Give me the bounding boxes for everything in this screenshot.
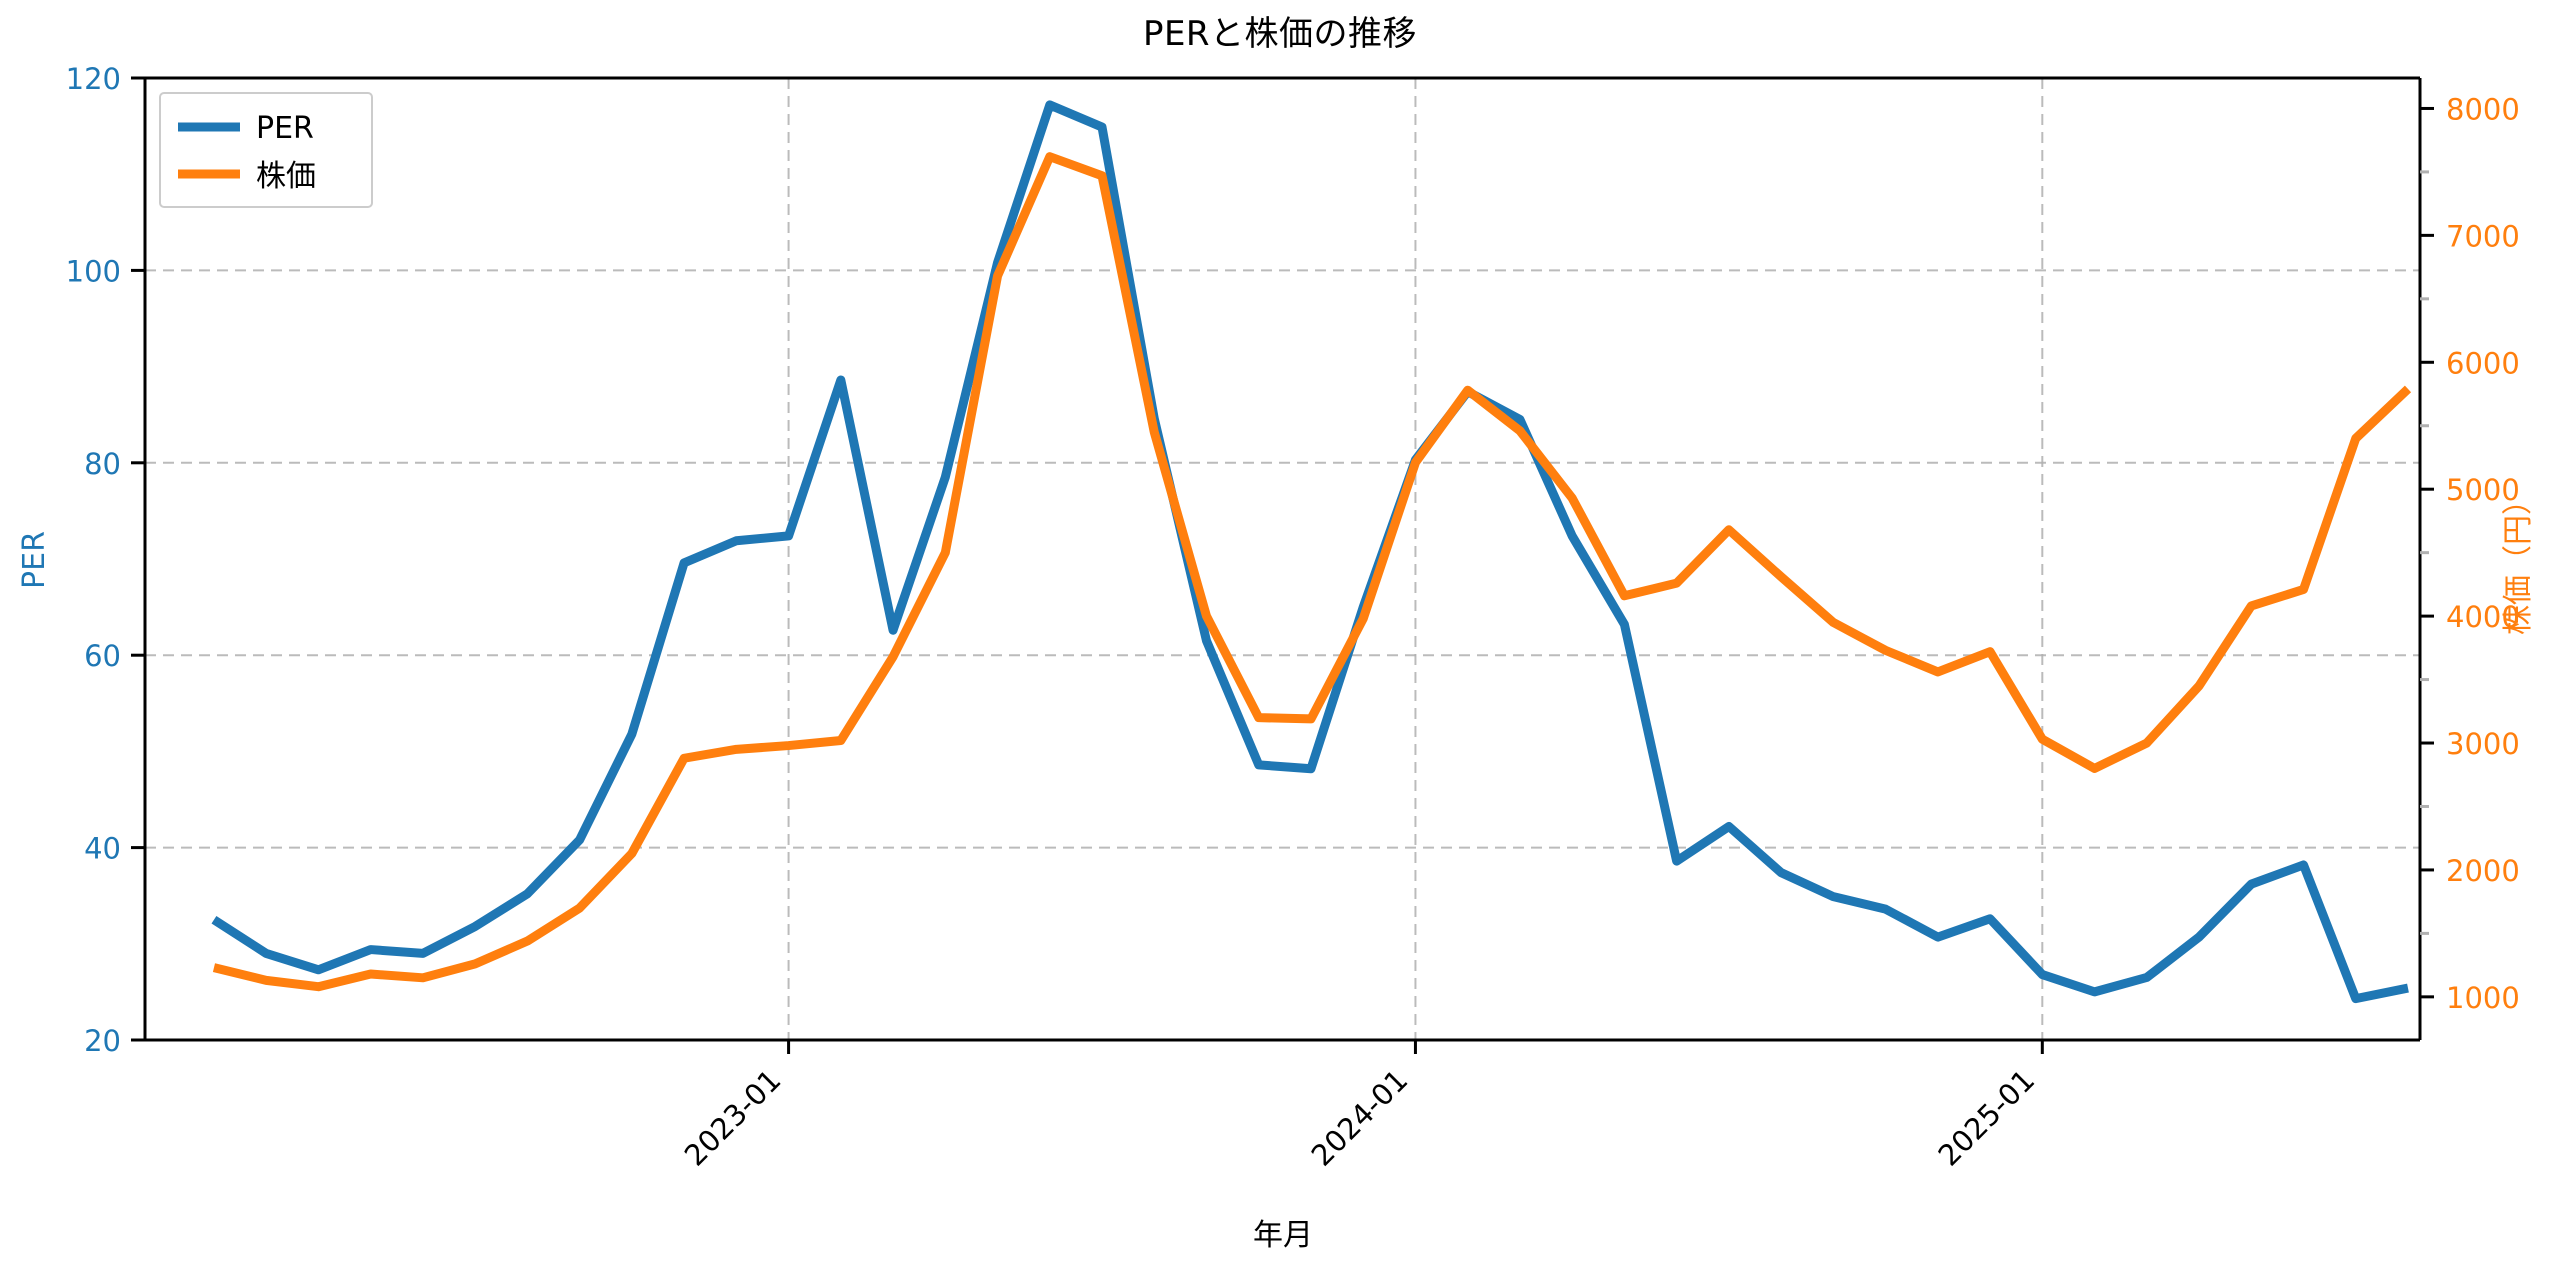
left-axis-tick-labels: 20 40 60 80 100 120 [66,62,121,1058]
left-tick-label: 80 [84,447,121,481]
right-tick-label: 3000 [2446,727,2520,761]
series-line-price [212,152,2412,992]
x-axis-title: 年月 [1253,1218,1313,1253]
legend-label-per: PER [256,111,314,146]
legend-item-price[interactable]: 株価 [178,159,316,194]
left-tick-label: 60 [84,639,121,673]
right-tick-label: 1000 [2446,981,2520,1015]
legend-label-price: 株価 [256,159,316,194]
right-axis-title: 株価（円） [2501,485,2536,635]
right-axis-tick-labels: 1000 2000 3000 4000 5000 6000 7000 8000 [2446,92,2520,1014]
legend-item-per[interactable]: PER [178,111,314,146]
right-tick-label: 4000 [2446,600,2520,634]
left-tick-label: 120 [66,62,121,96]
x-axis-tick-labels: 2023-01 2024-01 2025-01 [678,1063,2041,1173]
chart-legend[interactable]: PER 株価 [159,92,373,208]
left-tick-label: 20 [84,1024,121,1058]
series-line-per [211,100,2409,1004]
x-tick-label: 2025-01 [1932,1063,2042,1173]
right-tick-label: 6000 [2446,346,2520,380]
chart-title: PERと株価の推移 [1142,14,1418,54]
x-axis-ticks [787,1040,2044,1054]
plot-background [145,78,2420,1040]
right-tick-label: 2000 [2446,854,2520,888]
left-axis-ticks [131,76,145,1042]
left-tick-label: 100 [66,254,121,288]
x-tick-label: 2024-01 [1305,1063,1415,1173]
x-tick-label: 2023-01 [678,1063,788,1173]
data-series-group [211,100,2412,1004]
right-axis-minor-ticks [2420,170,2429,935]
right-tick-label: 8000 [2446,92,2520,126]
left-tick-label: 40 [84,832,121,866]
right-tick-label: 5000 [2446,473,2520,507]
left-axis-title: PER [17,531,52,589]
grid-lines-vertical [787,78,2044,1040]
right-axis-ticks [2420,106,2434,999]
right-tick-label: 7000 [2446,219,2520,253]
